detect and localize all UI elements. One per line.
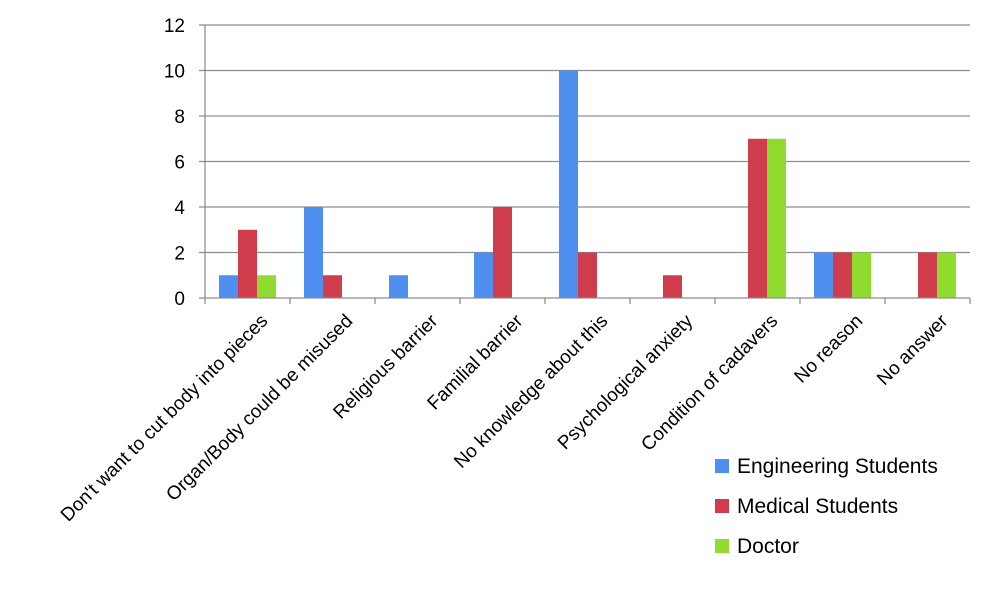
bar-medical-students-5 bbox=[663, 275, 682, 298]
y-tick-label: 2 bbox=[174, 244, 185, 265]
bars bbox=[219, 70, 956, 298]
legend-label: Doctor bbox=[737, 535, 799, 558]
bar-engineering-students-7 bbox=[814, 252, 833, 298]
x-category-label: Condition of cadavers bbox=[637, 311, 782, 456]
bar-engineering-students-3 bbox=[474, 252, 493, 298]
bar-engineering-students-2 bbox=[389, 275, 408, 298]
y-tick-label: 4 bbox=[174, 198, 185, 219]
bar-medical-students-1 bbox=[323, 275, 342, 298]
x-category-label: No reason bbox=[790, 311, 867, 388]
legend-swatch bbox=[715, 499, 729, 513]
x-category-label: No answer bbox=[873, 310, 953, 390]
legend: Engineering Students Medical Students Doct… bbox=[715, 455, 938, 558]
legend-label: Medical Students bbox=[737, 495, 898, 518]
bar-doctor-8 bbox=[937, 252, 956, 298]
bar-engineering-students-0 bbox=[219, 275, 238, 298]
legend-swatch bbox=[715, 459, 729, 473]
bar-engineering-students-1 bbox=[304, 207, 323, 298]
legend-label: Engineering Students bbox=[737, 455, 938, 478]
bar-doctor-0 bbox=[257, 275, 276, 298]
bar-medical-students-8 bbox=[918, 252, 937, 298]
y-tick-label: 10 bbox=[164, 62, 185, 83]
bar-engineering-students-4 bbox=[559, 70, 578, 298]
y-tick-label: 12 bbox=[164, 16, 185, 37]
axes bbox=[199, 24, 971, 304]
y-axis-tick-labels: 0 2 4 6 8 10 12 bbox=[164, 16, 186, 310]
bar-medical-students-0 bbox=[238, 229, 257, 298]
legend-swatch bbox=[715, 539, 729, 553]
y-tick-label: 8 bbox=[174, 107, 185, 128]
x-axis-category-labels: Don't want to cut body into piecesOrgan/… bbox=[57, 310, 953, 526]
bar-doctor-6 bbox=[767, 138, 786, 298]
bar-medical-students-3 bbox=[493, 207, 512, 298]
bar-doctor-7 bbox=[852, 252, 871, 298]
bar-medical-students-6 bbox=[748, 138, 767, 298]
x-category-label: Organ/Body could be misused bbox=[162, 311, 357, 506]
bar-medical-students-7 bbox=[833, 252, 852, 298]
y-tick-label: 0 bbox=[174, 289, 185, 310]
y-tick-label: 6 bbox=[174, 153, 185, 174]
bar-medical-students-4 bbox=[578, 252, 597, 298]
x-category-label: No knowledge about this bbox=[450, 311, 612, 473]
